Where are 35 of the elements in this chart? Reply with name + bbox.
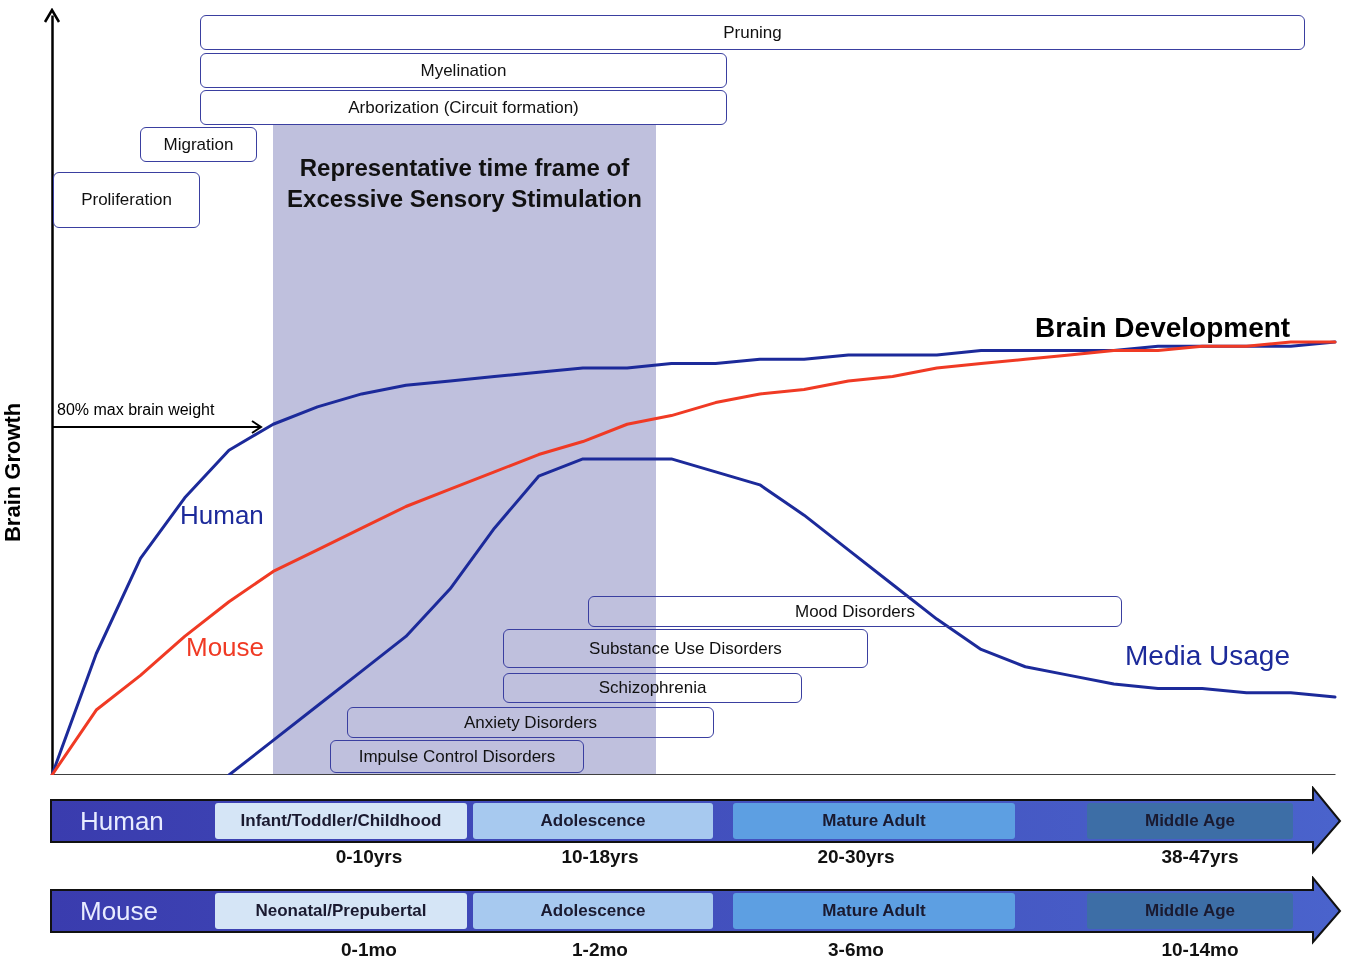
text: Adolescence <box>473 893 713 929</box>
text: 10-14mo <box>1160 939 1240 961</box>
text: Mouse <box>80 896 159 927</box>
text: 20-30yrs <box>816 846 896 868</box>
text: Human <box>80 806 164 837</box>
annotation: 80% max brain weight <box>57 401 215 419</box>
text: Mature Adult <box>733 893 1015 929</box>
text: Myelination <box>200 53 727 88</box>
text: Infant/Toddler/Childhood <box>215 803 467 839</box>
annotation: Schizophrenia <box>503 673 802 703</box>
annotation: Substance Use Disorders <box>503 629 868 668</box>
text: 1-2mo <box>571 939 629 961</box>
text: Middle Age <box>1087 803 1293 839</box>
annotation: Brain Development <box>1035 312 1291 344</box>
text: 38-47yrs <box>1160 846 1240 868</box>
annotation: Anxiety Disorders <box>347 707 714 738</box>
text: Mature Adult <box>733 803 1015 839</box>
text: Migration <box>140 127 257 162</box>
text: Middle Age <box>1087 893 1293 929</box>
text: 10-18yrs <box>560 846 640 868</box>
series-label: Mouse <box>186 632 265 663</box>
y-axis-title: Brain Growth <box>0 402 25 543</box>
series-label: Media Usage <box>1125 640 1290 672</box>
text: Adolescence <box>473 803 713 839</box>
annotation: Impulse Control Disorders <box>330 740 584 773</box>
annotation: Mood Disorders <box>588 596 1122 627</box>
series-label: Human <box>180 500 264 531</box>
text: 0-1mo <box>340 939 398 961</box>
text: Neonatal/Prepubertal <box>215 893 467 929</box>
text: Pruning <box>200 15 1305 50</box>
text: Representative time frame of Excessive Sensory Stimulation <box>286 153 643 214</box>
text: 0-10yrs <box>334 846 404 868</box>
text: 3-6mo <box>827 939 885 961</box>
text: Arborization (Circuit formation) <box>200 90 727 125</box>
text: Proliferation <box>53 172 200 228</box>
